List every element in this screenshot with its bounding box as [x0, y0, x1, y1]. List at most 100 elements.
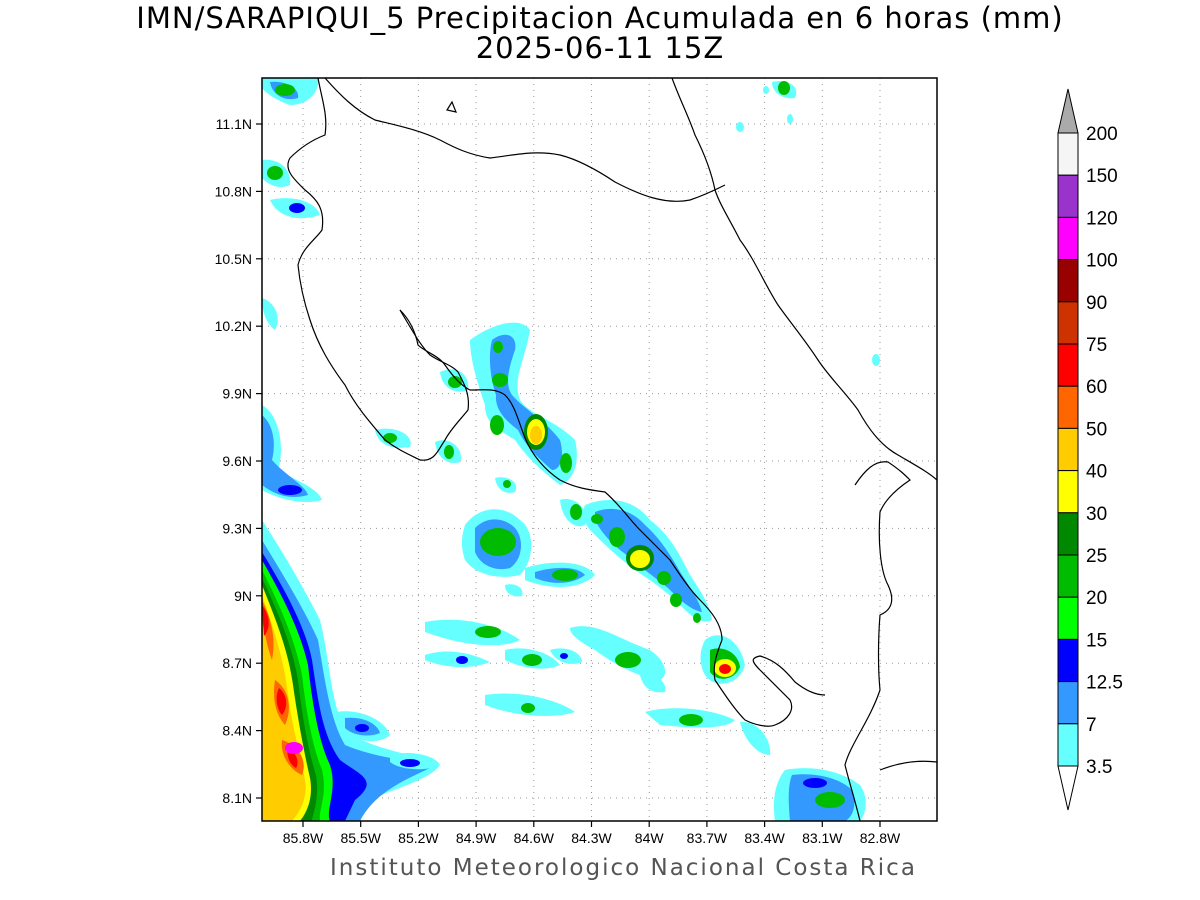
precip-20-st7 — [679, 714, 703, 726]
lake-nicaragua-shore — [324, 78, 726, 202]
lon-tick-label: 83.1W — [802, 830, 843, 846]
precip-20-sc1 — [591, 514, 603, 524]
colorbar-segment — [1057, 723, 1079, 767]
precip-20-st5 — [615, 652, 641, 668]
precip-12.5-sw2 — [400, 759, 420, 767]
precip-20-c5 — [503, 480, 511, 488]
colorbar-label: 30 — [1086, 504, 1107, 525]
colorbar-segment — [1057, 512, 1079, 556]
precip-20-c4 — [444, 445, 454, 459]
precip-30-sc3 — [630, 550, 650, 568]
precip-60-osa — [719, 664, 731, 674]
colorbar-segment — [1057, 132, 1079, 176]
precip-20-nw1 — [275, 84, 295, 96]
lat-tick-label: 9N — [234, 588, 252, 604]
colorbar-label: 40 — [1086, 462, 1107, 483]
precip-7-w2 — [262, 415, 308, 497]
precip-12.5-sw — [355, 724, 369, 732]
map-gridlines — [262, 78, 937, 821]
colorbar-segment — [1057, 385, 1079, 429]
colorbar-top-arrow — [1057, 88, 1079, 134]
panama-border — [844, 461, 911, 821]
panama-coast-south — [879, 760, 937, 771]
colorbar-segment — [1057, 470, 1079, 514]
colorbar-segment — [1057, 554, 1079, 598]
lat-tick-label: 11.1N — [216, 116, 252, 132]
colorbar-label: 3.5 — [1086, 757, 1112, 778]
lon-tick-label: 85.5W — [340, 830, 381, 846]
nicoya-peninsula — [399, 309, 723, 641]
precip-3.5-e1 — [872, 354, 880, 366]
colorbar-label: 15 — [1086, 630, 1107, 651]
colorbar-segment — [1057, 174, 1079, 218]
precip-20-st1 — [475, 626, 501, 638]
colorbar-label: 200 — [1086, 124, 1118, 145]
lon-tick-label: 84.9W — [456, 830, 497, 846]
lon-tick-label: 85.8W — [283, 830, 324, 846]
colorbar-segment — [1057, 343, 1079, 387]
precip-50-west-band — [262, 600, 304, 775]
colorbar-segment — [1057, 216, 1079, 261]
lon-tick-label: 82.8W — [860, 830, 901, 846]
colorbar-label: 60 — [1086, 377, 1107, 398]
map-frame — [261, 77, 938, 822]
precip-3.5-st1 — [425, 619, 520, 646]
precip-20-c2 — [448, 376, 462, 388]
colorbar-label: 20 — [1086, 588, 1107, 609]
precip-20-se — [815, 792, 845, 808]
colorbar-label: 100 — [1086, 251, 1118, 272]
precip-20-c3 — [383, 433, 397, 443]
precip-3.5-st9 — [640, 674, 666, 693]
precip-20-c1d — [490, 415, 504, 435]
lon-tick-label: 85.2W — [398, 830, 439, 846]
precip-3.5-st5 — [570, 626, 666, 680]
colorbar-segment — [1057, 681, 1079, 725]
lat-tick-label: 8.1N — [222, 790, 252, 806]
precip-3.5-w1 — [262, 298, 278, 330]
precip-3.5-st10 — [505, 584, 523, 597]
precip-20-c1a — [493, 341, 503, 353]
colorbar-label: 25 — [1086, 546, 1107, 567]
colorbar-segment — [1057, 301, 1079, 345]
precip-20-sc5 — [670, 593, 682, 607]
precip-20-cp2 — [552, 569, 578, 581]
precip-12.5-nw3 — [289, 203, 305, 213]
lon-tick-label: 84.3W — [571, 830, 612, 846]
precip-20-c1b — [492, 373, 508, 387]
lon-tick-label: 83.4W — [744, 830, 785, 846]
colorbar-segment — [1057, 259, 1079, 303]
lat-tick-label: 10.5N — [215, 251, 252, 267]
colorbar-label: 12.5 — [1086, 673, 1123, 694]
precip-12.5-se — [803, 778, 827, 788]
colorbar-label: 150 — [1086, 166, 1118, 187]
colorbar-segment — [1057, 638, 1079, 683]
colorbar-label: 7 — [1086, 715, 1097, 736]
precip-20-sc6 — [693, 613, 701, 623]
lat-tick-label: 10.8N — [215, 183, 252, 199]
precip-20-nw2 — [267, 166, 283, 180]
lat-tick-label: 9.6N — [222, 453, 252, 469]
colorbar-label: 75 — [1086, 335, 1107, 356]
precip-20-sc4 — [657, 571, 671, 585]
lat-tick-label: 8.4N — [222, 723, 252, 739]
precipitation-areas — [262, 78, 880, 821]
lat-tick-label: 9.3N — [222, 520, 252, 536]
map-title: IMN/SARAPIQUI_5 Precipitacion Acumulada … — [136, 1, 1064, 35]
lat-tick-label: 9.9N — [222, 386, 252, 402]
lat-tick-label: 8.7N — [222, 655, 252, 671]
latitude-axis: 11.1N 10.8N 10.5N 10.2N 9.9N 9.6N 9.3N 9N 8.7N 8.… — [215, 116, 262, 806]
footer-credit: Instituto Meteorologico Nacional Costa R… — [330, 855, 917, 881]
lon-tick-label: 84W — [635, 830, 665, 846]
precip-20-st6 — [521, 703, 535, 713]
precip-12.5-w2 — [278, 485, 302, 495]
lon-tick-label: 84.6W — [514, 830, 555, 846]
precip-20-st3 — [522, 654, 542, 666]
precip-60-west-band — [262, 605, 298, 768]
longitude-axis: 85.8W 85.5W 85.2W 84.9W 84.6W 84.3W 84W 83.7W 83… — [283, 821, 901, 846]
coastlines-borders — [287, 78, 937, 821]
colorbar-label: 90 — [1086, 293, 1107, 314]
nicaragua-lake-coast — [287, 78, 470, 461]
precip-120-max — [285, 742, 303, 754]
precip-20-sc2 — [609, 527, 625, 547]
